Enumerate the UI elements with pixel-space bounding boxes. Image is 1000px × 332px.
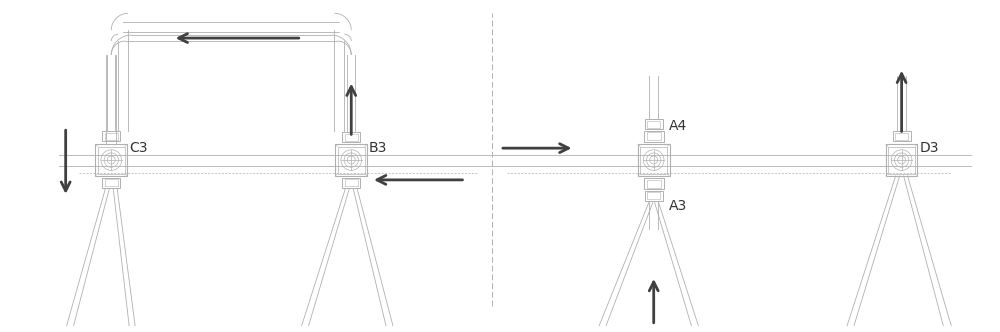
Text: A3: A3: [669, 199, 687, 212]
Bar: [335, 144, 367, 176]
Text: D3: D3: [919, 141, 939, 155]
Text: B3: B3: [369, 141, 387, 155]
Bar: [342, 132, 360, 142]
Bar: [102, 131, 120, 141]
Bar: [888, 146, 915, 174]
Bar: [644, 178, 664, 189]
Bar: [895, 133, 908, 140]
Text: C3: C3: [129, 141, 148, 155]
Bar: [647, 121, 660, 128]
Bar: [886, 144, 917, 176]
Bar: [640, 146, 667, 174]
Bar: [102, 178, 120, 188]
Bar: [647, 180, 661, 188]
Bar: [645, 191, 663, 201]
Bar: [893, 131, 911, 141]
Bar: [638, 144, 670, 176]
Bar: [95, 144, 127, 176]
Bar: [105, 133, 118, 140]
Bar: [647, 132, 661, 140]
Bar: [338, 146, 365, 174]
Bar: [645, 120, 663, 129]
Bar: [644, 131, 664, 142]
Bar: [98, 146, 125, 174]
Bar: [105, 179, 118, 186]
Bar: [345, 179, 358, 186]
Bar: [647, 192, 660, 199]
Bar: [345, 134, 358, 141]
Bar: [342, 178, 360, 188]
Text: A4: A4: [669, 119, 687, 133]
